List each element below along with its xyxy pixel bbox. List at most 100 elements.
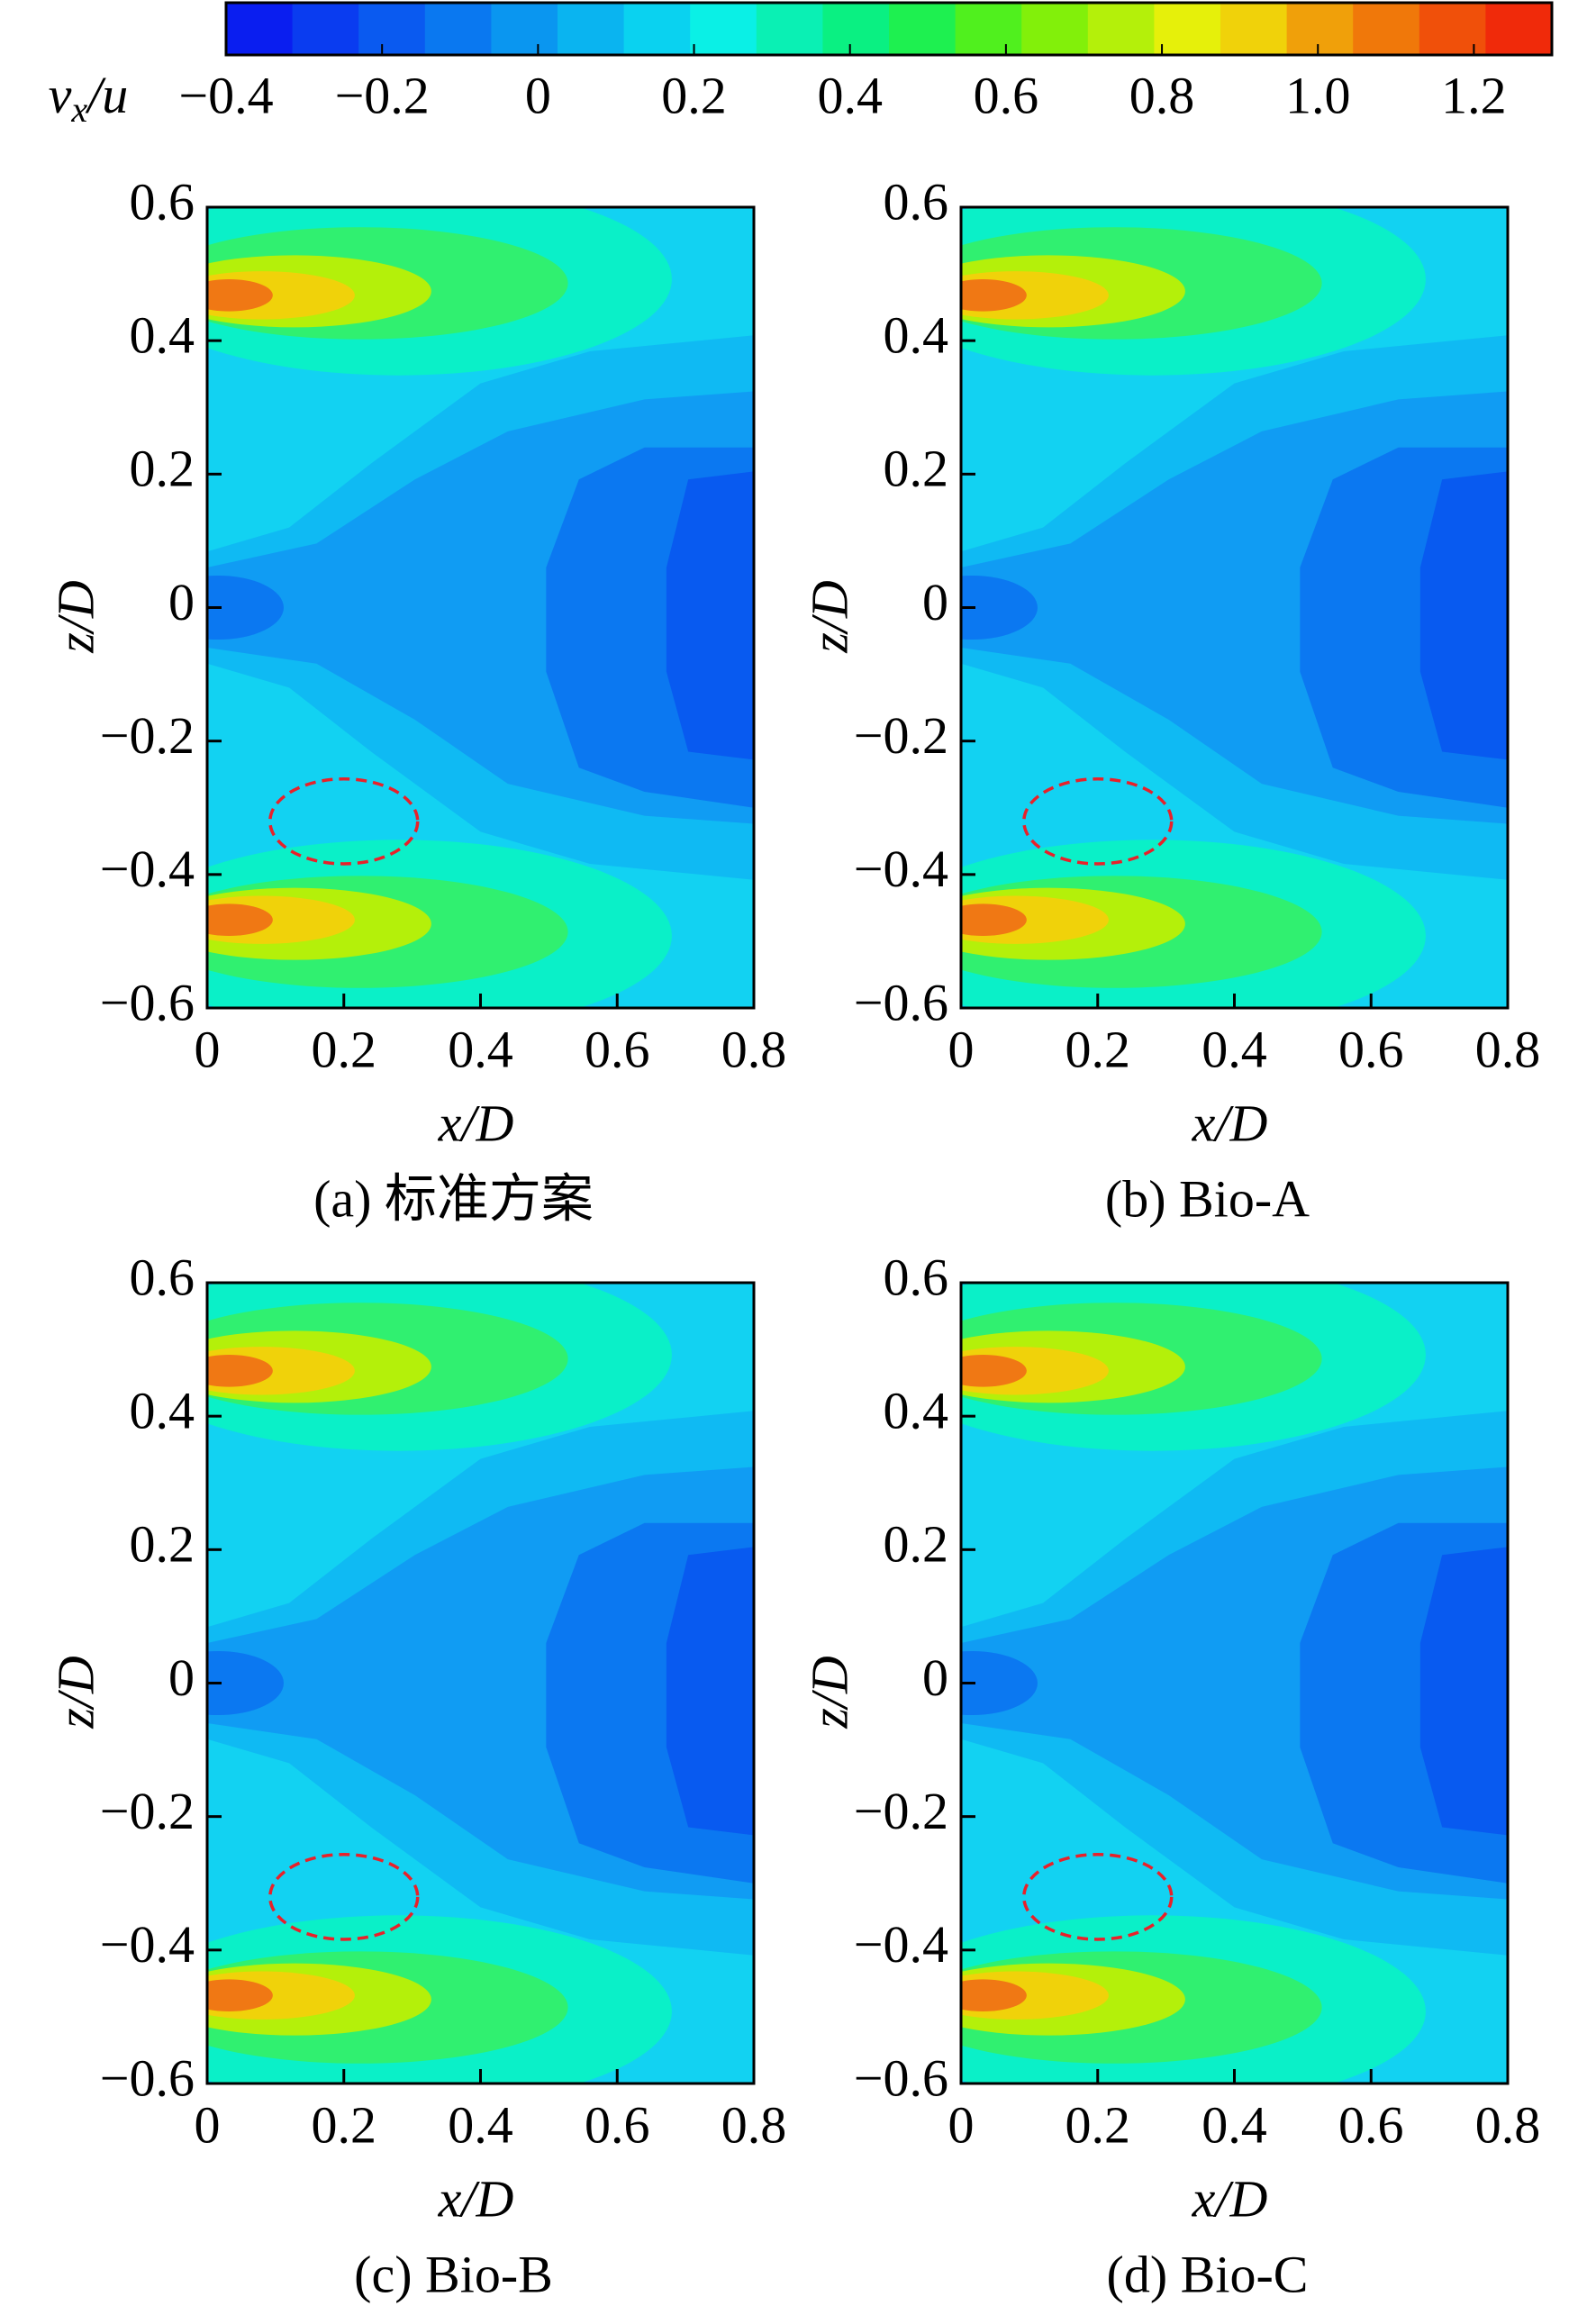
colorbar-tick-label: −0.2 [335, 66, 430, 124]
colorbar-cell [1021, 3, 1089, 55]
colorbar-cell [1220, 3, 1288, 55]
contour-band [961, 903, 1027, 936]
x-axis-label: x/D [438, 1094, 514, 1152]
x-tick-label: 0.2 [312, 1020, 377, 1078]
y-tick-label: 0.4 [130, 305, 195, 364]
y-tick-label: −0.4 [854, 1915, 948, 1974]
x-tick-label: 0.2 [1066, 1020, 1131, 1078]
y-tick-label: 0.2 [130, 440, 195, 498]
y-axis-label: z/D [46, 580, 104, 654]
y-tick-label: −0.6 [100, 2048, 195, 2107]
contour-band [207, 1979, 273, 2011]
y-tick-label: 0.4 [884, 305, 949, 364]
x-tick-label: 0.2 [312, 2095, 377, 2154]
y-tick-label: 0.2 [884, 440, 949, 498]
annotation-ellipse [1022, 1852, 1174, 1941]
annotation-ellipse [1022, 776, 1174, 866]
contour-field [961, 1283, 1508, 2083]
contour-band [1419, 471, 1508, 760]
colorbar-cell [1353, 3, 1420, 55]
colorbar-cell [690, 3, 757, 55]
colorbar-label: vx/u [49, 66, 129, 130]
label-part: /u [85, 66, 128, 124]
x-tick-label: 0.8 [1475, 2095, 1541, 2154]
y-tick-label: 0.4 [130, 1381, 195, 1439]
contour-band [666, 471, 754, 760]
y-tick-label: −0.2 [100, 1782, 195, 1840]
colorbar-tick-label: 0.6 [974, 66, 1039, 124]
annotation-ellipse [268, 776, 420, 866]
contour-band [207, 575, 284, 640]
x-tick-label: 0 [195, 2095, 221, 2154]
label-part: x [70, 89, 87, 130]
y-axis-label: z/D [800, 580, 858, 654]
colorbar-cell [955, 3, 1022, 55]
colorbar-tick-label: 0.2 [661, 66, 727, 124]
panel-caption: (a) 标准方案 [313, 1169, 594, 1228]
y-tick-label: 0.6 [884, 1248, 949, 1306]
y-tick-label: −0.2 [854, 706, 948, 765]
y-tick-label: −0.2 [100, 706, 195, 765]
colorbar-tick-label: 0.4 [817, 66, 883, 124]
contour-band [961, 279, 1027, 312]
contour-band [961, 1650, 1038, 1716]
x-axis-label: x/D [438, 2169, 514, 2228]
x-tick-label: 0.8 [721, 2095, 787, 2154]
y-tick-label: −0.6 [854, 2048, 948, 2107]
x-tick-label: 0 [195, 1020, 221, 1078]
colorbar-cell [1286, 3, 1354, 55]
contour-band [1419, 1547, 1508, 1836]
colorbar-cell [822, 3, 890, 55]
y-tick-label: −0.6 [854, 973, 948, 1031]
colorbar-cell [1419, 3, 1486, 55]
x-tick-label: 0 [948, 1020, 975, 1078]
x-tick-label: 0.4 [448, 1020, 513, 1078]
x-tick-label: 0 [948, 2095, 975, 2154]
colorbar-cell [292, 3, 359, 55]
contour-band [207, 1355, 273, 1387]
y-tick-label: 0.6 [884, 172, 949, 231]
y-tick-label: 0 [922, 573, 948, 631]
x-tick-label: 0.8 [721, 1020, 787, 1078]
y-tick-label: 0.2 [130, 1515, 195, 1574]
y-tick-label: 0.6 [130, 1248, 195, 1306]
x-tick-label: 0.4 [1202, 2095, 1267, 2154]
y-tick-label: 0.2 [884, 1515, 949, 1574]
y-axis-label: z/D [46, 1656, 104, 1729]
y-tick-label: −0.4 [100, 1915, 195, 1974]
colorbar-cell [1154, 3, 1221, 55]
y-axis-label: z/D [800, 1656, 858, 1729]
y-tick-label: 0 [168, 1648, 195, 1707]
x-tick-label: 0.2 [1066, 2095, 1131, 2154]
x-axis-label: x/D [1192, 1094, 1268, 1152]
y-tick-label: 0.4 [884, 1381, 949, 1439]
colorbar-tick-label: 0 [525, 66, 551, 124]
x-tick-label: 0.8 [1475, 1020, 1541, 1078]
label-part: v [49, 66, 72, 124]
colorbar-cell [358, 3, 426, 55]
x-tick-label: 0.4 [1202, 1020, 1267, 1078]
x-tick-label: 0.4 [448, 2095, 513, 2154]
colorbar-tick-label: 0.8 [1129, 66, 1195, 124]
y-tick-label: 0 [168, 573, 195, 631]
colorbar-tick-label: 1.2 [1441, 66, 1507, 124]
colorbar-cell [491, 3, 558, 55]
contour-band [666, 1547, 754, 1836]
colorbar-tick-label: −0.4 [178, 66, 273, 124]
y-tick-label: 0.6 [130, 172, 195, 231]
panel-caption: (c) Bio-B [354, 2245, 553, 2303]
colorbar-frame [224, 1, 1554, 57]
contour-band [961, 1979, 1027, 2011]
x-tick-label: 0.6 [1338, 2095, 1404, 2154]
y-tick-label: 0 [922, 1648, 948, 1707]
x-axis-label: x/D [1192, 2169, 1268, 2228]
contour-band [207, 1650, 284, 1716]
colorbar-cell [424, 3, 492, 55]
y-tick-label: −0.6 [100, 973, 195, 1031]
panel-caption: (d) Bio-C [1107, 2245, 1309, 2303]
contour-band [961, 575, 1038, 640]
colorbar-cell [1087, 3, 1155, 55]
contour-band [207, 903, 273, 936]
panel-caption: (b) Bio-A [1105, 1169, 1310, 1228]
